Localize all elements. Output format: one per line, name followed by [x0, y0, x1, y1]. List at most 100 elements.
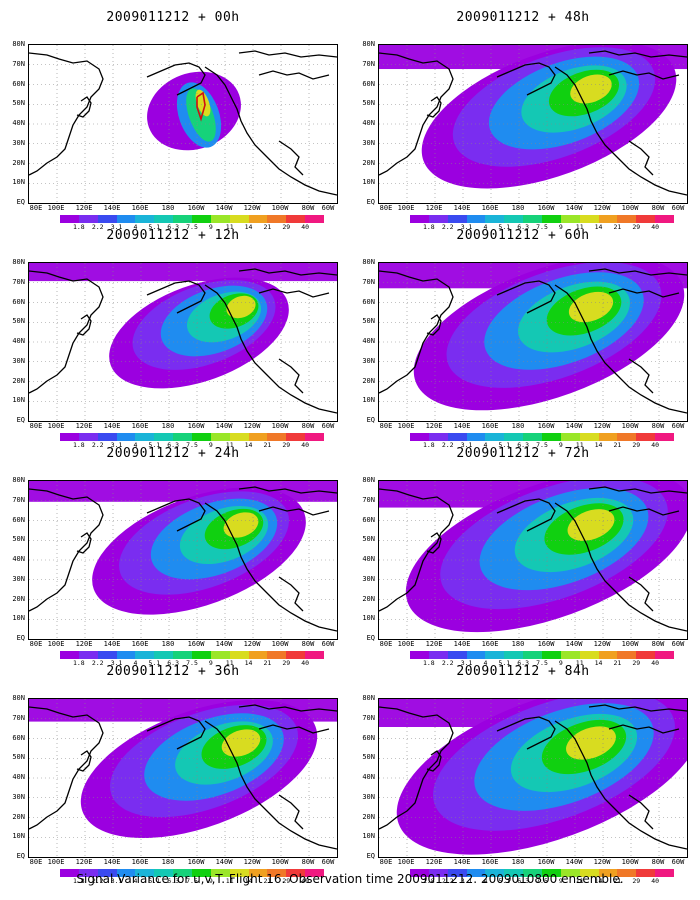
coastline [76, 96, 92, 118]
longitude-label: 80E [379, 640, 393, 648]
latitude-label: EQ [366, 416, 375, 424]
map-area [378, 262, 688, 422]
colorbar-swatch [97, 869, 117, 877]
colorbar [410, 651, 675, 659]
colorbar-swatch [655, 433, 675, 441]
colorbar-label: 3.1 [460, 441, 473, 449]
colorbar-swatch [60, 433, 79, 441]
colorbar-label: 6.3 [517, 659, 530, 667]
coastline [204, 284, 337, 414]
colorbar-swatch [636, 215, 656, 223]
longitude-label: 80W [301, 422, 315, 430]
latitude-label: 60N [12, 297, 25, 306]
colorbar-swatch [116, 651, 136, 659]
colorbar-swatch [485, 215, 505, 223]
latitude-label: EQ [366, 198, 375, 206]
latitude-label: 30N [362, 574, 375, 583]
latitude-label: 30N [12, 792, 25, 801]
colorbar-swatch [485, 869, 505, 877]
longitude-axis: 80E 100E 120E 140E 160E 180 160W 140W 120W 100W 80… [378, 422, 686, 432]
colorbar-label: 2.2 [91, 659, 104, 667]
colorbar-label: 14 [244, 441, 253, 449]
colorbar-label: 14 [244, 659, 253, 667]
colorbar-label: 29 [282, 877, 291, 885]
colorbar-swatch [192, 651, 211, 659]
latitude-label: 70N [362, 59, 375, 68]
longitude-label: 180 [161, 640, 175, 648]
coastline [146, 280, 206, 314]
colorbar-label: 9 [558, 441, 563, 449]
map-panel: 2009011212 + 48h 80N 70N 60N 50N 40N 30N 20N 10N… [358, 2, 688, 231]
colorbar-swatch [248, 651, 268, 659]
latitude-label: 70N [362, 713, 375, 722]
colorbar-label: 3.1 [110, 441, 123, 449]
coastline [588, 486, 687, 494]
map-panel: 2009011212 + 84h 80N 70N 60N 50N 40N 30N 20N 10N… [358, 656, 688, 885]
longitude-label: 140W [565, 204, 583, 212]
colorbar-label: 7.5 [536, 659, 548, 667]
latitude-label: 30N [12, 356, 25, 365]
latitude-label: 40N [12, 555, 25, 563]
longitude-label: 80W [651, 640, 665, 648]
latitude-axis: 80N 70N 60N 50N 40N 30N 20N 10N EQ [358, 258, 378, 424]
coastline [29, 488, 104, 612]
colorbar-swatch [116, 869, 136, 877]
colorbar-label: 4 [133, 877, 138, 885]
latitude-label: 40N [12, 773, 25, 781]
colorbar-labels: 1.8 2.2 3.1 4 5.1 6.3 7.5 9 11 14 21 29 40 [60, 660, 324, 668]
longitude-label: 160W [187, 422, 205, 430]
map-area [28, 262, 338, 422]
latitude-label: 20N [362, 812, 375, 821]
longitude-label: 140E [453, 204, 471, 212]
longitude-axis: 80E 100E 120E 140E 160E 180 160W 140W 120W 100W 80… [28, 858, 336, 868]
longitude-label: 100W [271, 422, 289, 430]
longitude-label: 140W [215, 858, 233, 866]
colorbar-label: 21 [263, 877, 272, 885]
variance-contour [29, 263, 337, 282]
latitude-label: 10N [362, 614, 375, 623]
colorbar-label: 29 [282, 223, 291, 231]
colorbar-swatch [135, 869, 155, 877]
coastline [628, 140, 654, 176]
longitude-label: 160W [187, 204, 205, 212]
colorbar-label: 40 [301, 223, 310, 231]
longitude-label: 80W [651, 858, 665, 866]
colorbar-swatch [504, 433, 524, 441]
longitude-label: 160W [537, 858, 555, 866]
colorbar-swatch [617, 651, 637, 659]
colorbar-label: 5.1 [148, 659, 161, 667]
colorbar-label: 11 [225, 659, 234, 667]
colorbar-label: 6.3 [517, 223, 530, 231]
colorbar-swatch [60, 869, 79, 877]
longitude-label: 180 [161, 858, 175, 866]
colorbar-label: 40 [651, 659, 660, 667]
latitude-label: EQ [16, 198, 25, 206]
colorbar-label: 6.3 [167, 223, 180, 231]
colorbar-swatch [542, 651, 561, 659]
coastline [204, 720, 337, 850]
latitude-label: 30N [362, 138, 375, 147]
latitude-label: 40N [362, 555, 375, 563]
longitude-label: 140E [103, 422, 121, 430]
colorbar-label: 7.5 [186, 659, 198, 667]
coastline [426, 314, 442, 336]
colorbar-label: 40 [301, 441, 310, 449]
colorbar-swatch [617, 869, 637, 877]
colorbar-swatch [248, 215, 268, 223]
colorbar-swatch [579, 433, 599, 441]
coastline [554, 284, 687, 414]
colorbar-swatch [60, 215, 79, 223]
latitude-label: 10N [362, 178, 375, 187]
latitude-label: 40N [12, 119, 25, 127]
latitude-label: 60N [362, 297, 375, 306]
colorbar-swatch [636, 433, 656, 441]
colorbar-swatch [504, 869, 524, 877]
variance-contour [568, 291, 614, 323]
colorbar-swatch [410, 433, 429, 441]
longitude-label: 160E [131, 204, 149, 212]
longitude-label: 120E [75, 640, 93, 648]
colorbar-swatch [135, 651, 155, 659]
colorbar-swatch [305, 215, 325, 223]
colorbar-label: 29 [632, 223, 641, 231]
colorbar-swatch [485, 651, 505, 659]
